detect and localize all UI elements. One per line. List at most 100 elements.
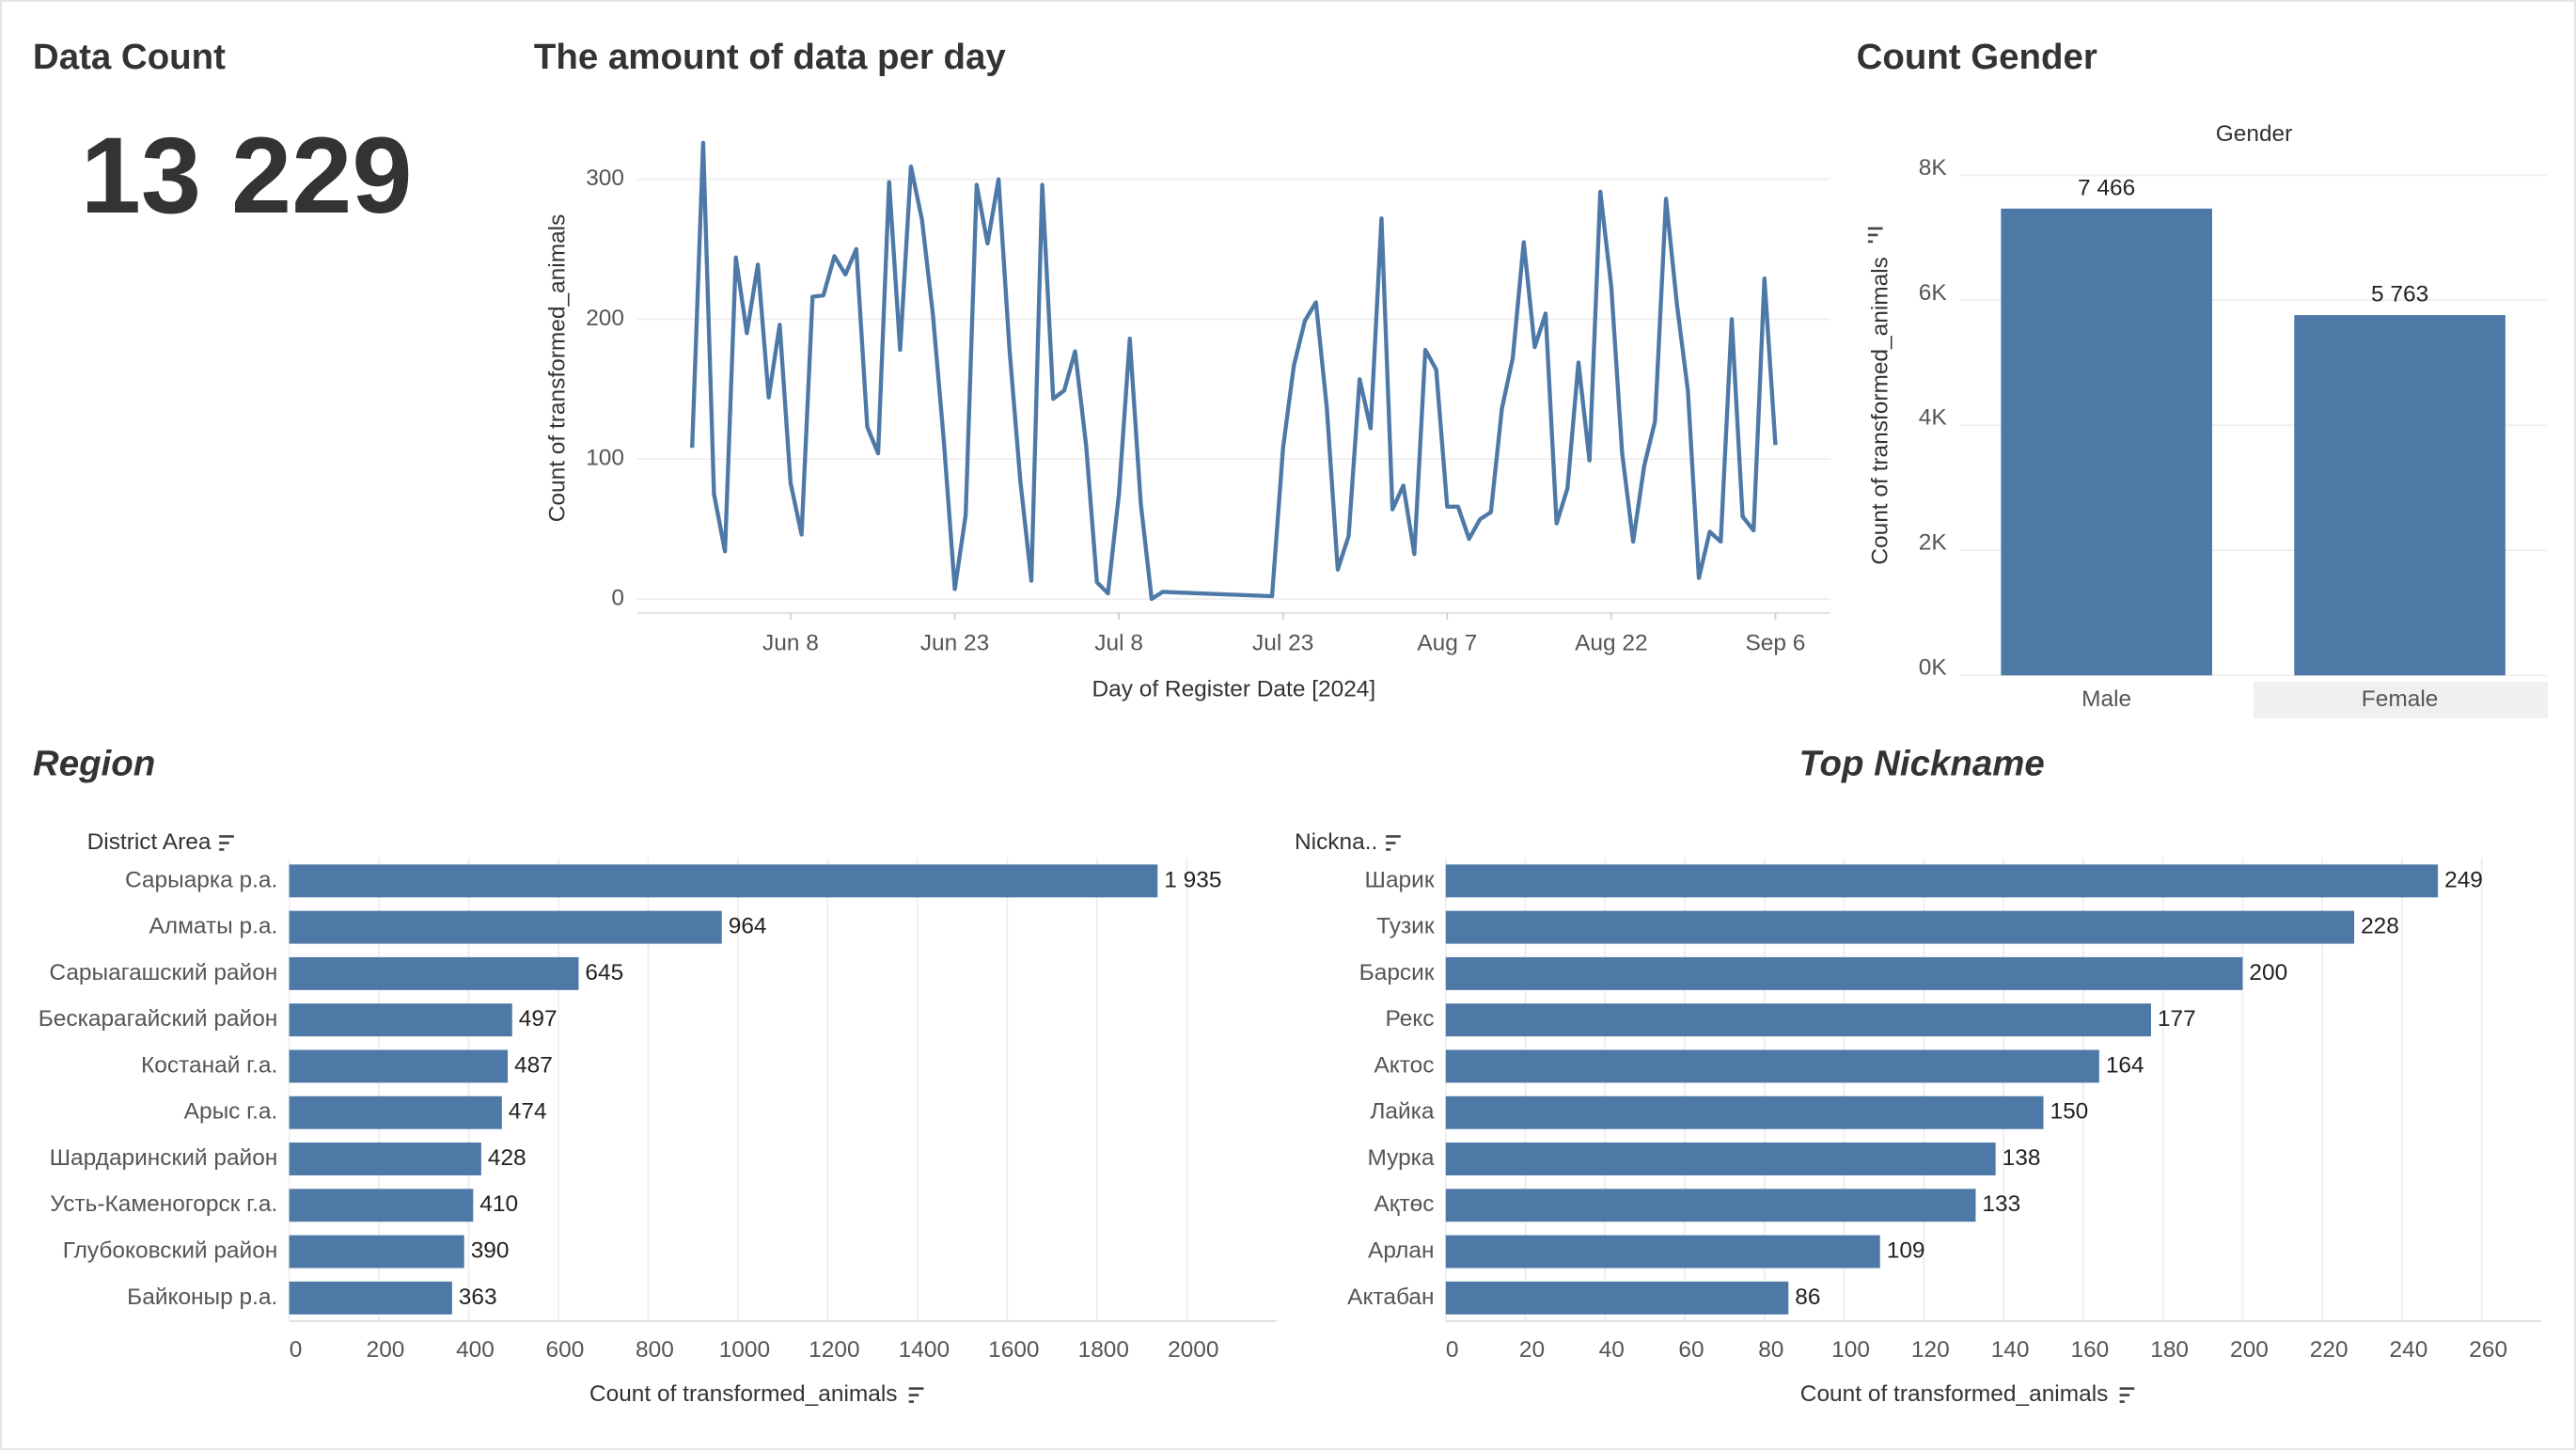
- x-tick-label: 60: [1678, 1337, 1704, 1363]
- y-tick-label: 100: [586, 446, 624, 471]
- x-tick-label: 260: [2469, 1337, 2507, 1363]
- bar: [289, 1281, 452, 1315]
- line-series: [690, 140, 1778, 602]
- x-tick-label: 80: [1758, 1337, 1783, 1363]
- category-label: Мурка: [1367, 1145, 1434, 1171]
- x-tick-label: 1200: [809, 1337, 859, 1363]
- category-label: Ақтөс: [1374, 1191, 1434, 1217]
- bar: [289, 1049, 509, 1083]
- data-label: 109: [1887, 1238, 1925, 1264]
- bar: [1445, 1143, 1996, 1175]
- data-label: 474: [509, 1099, 547, 1125]
- y-axis-title: Count of transformed_animals: [1867, 257, 1893, 565]
- hover-highlight: [2254, 682, 2548, 718]
- category-label: Арыс г.а.: [184, 1099, 278, 1125]
- x-tick-label: 220: [2310, 1337, 2348, 1363]
- bar: [1445, 1049, 2099, 1083]
- bar: [1445, 1003, 2151, 1037]
- x-tick-label: 240: [2390, 1337, 2428, 1363]
- x-tick-label: Aug 7: [1417, 630, 1477, 655]
- category-label: Рекс: [1385, 1006, 1434, 1032]
- x-tick-label: 2000: [1168, 1337, 1218, 1363]
- data-label: 200: [2249, 960, 2287, 985]
- y-tick-label: 4K: [1919, 405, 1948, 431]
- data-label: 487: [514, 1052, 553, 1078]
- data-label: 363: [459, 1285, 497, 1310]
- x-tick-label: 0: [290, 1337, 303, 1363]
- x-tick-label: 0: [1446, 1337, 1459, 1363]
- y-tick-label: 0: [611, 585, 624, 610]
- category-label: Тузик: [1376, 914, 1435, 939]
- bar: [1445, 864, 2439, 898]
- chart-title: The amount of data per day: [534, 37, 1007, 77]
- category-label: Глубоковский район: [63, 1238, 278, 1264]
- x-tick-label: 1000: [719, 1337, 770, 1363]
- category-label: Бескарагайский район: [39, 1006, 278, 1032]
- x-tick-label: Aug 22: [1575, 630, 1648, 655]
- bar: [1445, 956, 2243, 990]
- x-tick-label: 140: [1991, 1337, 2030, 1363]
- category-label: Шардаринский район: [50, 1145, 278, 1171]
- category-label: Актабан: [1347, 1285, 1434, 1310]
- x-tick-label: 180: [2150, 1337, 2189, 1363]
- x-tick-label: 120: [1911, 1337, 1950, 1363]
- data-label: 133: [1982, 1191, 2020, 1217]
- category-label: Актос: [1374, 1052, 1434, 1078]
- y-header: Nickna..: [1295, 829, 1377, 855]
- bar: [1445, 1189, 1976, 1222]
- data-label: 86: [1795, 1285, 1820, 1310]
- bar: [289, 910, 722, 944]
- y-tick-label: 2K: [1919, 530, 1948, 556]
- data-label: 5 763: [2371, 282, 2428, 307]
- y-tick-label: 200: [586, 306, 624, 331]
- data-label: 645: [585, 960, 623, 985]
- bar: [289, 1235, 464, 1269]
- x-tick-label: 1600: [988, 1337, 1039, 1363]
- data-label: 138: [2003, 1145, 2041, 1171]
- x-tick-label: Jun 23: [920, 630, 989, 655]
- category-label: Сарыарка р.а.: [125, 867, 277, 892]
- data-label: 428: [488, 1145, 526, 1171]
- x-tick-label: 40: [1599, 1337, 1625, 1363]
- x-tick-label: Female: [2362, 686, 2439, 712]
- bar: [289, 864, 1158, 898]
- bar: [1445, 910, 2355, 944]
- x-tick-label: 1400: [899, 1337, 950, 1363]
- data-label: 177: [2158, 1006, 2196, 1032]
- chart-title: Region: [33, 743, 155, 783]
- x-tick-label: 800: [636, 1337, 674, 1363]
- data-label: 228: [2361, 914, 2399, 939]
- bar: [289, 1143, 481, 1175]
- bar: [2001, 208, 2212, 676]
- y-header: District Area: [87, 829, 212, 855]
- bar: [1445, 1281, 1789, 1315]
- y-tick-label: 0K: [1919, 655, 1948, 681]
- data-label: 964: [729, 914, 767, 939]
- bar: [289, 1095, 502, 1129]
- category-label: Арлан: [1368, 1238, 1434, 1264]
- bar: [289, 1003, 512, 1037]
- data-label: 249: [2444, 867, 2483, 892]
- x-tick-label: 400: [456, 1337, 495, 1363]
- x-tick-label: 100: [1831, 1337, 1870, 1363]
- category-label: Шарик: [1365, 867, 1435, 892]
- bar: [2294, 315, 2505, 676]
- x-axis-title: Day of Register Date [2024]: [1092, 676, 1375, 701]
- y-tick-label: 300: [586, 165, 624, 191]
- category-label: Сарыагашский район: [49, 960, 277, 985]
- y-tick-label: 8K: [1919, 155, 1948, 181]
- bar: [1445, 1095, 2044, 1129]
- x-tick-label: 600: [546, 1337, 585, 1363]
- x-axis-title: Count of transformed_animals: [589, 1381, 898, 1407]
- chart-title: Top Nickname: [1798, 743, 2044, 783]
- bar: [1445, 1235, 1880, 1269]
- chart-title: Count Gender: [1857, 37, 2097, 77]
- y-axis-title: Count of transformed_animals: [545, 214, 571, 523]
- y-tick-label: 6K: [1919, 280, 1948, 306]
- category-label: Алматы р.а.: [149, 914, 278, 939]
- x-tick-label: 200: [367, 1337, 405, 1363]
- x-tick-label: Male: [2081, 686, 2131, 712]
- data-label: 164: [2106, 1052, 2144, 1078]
